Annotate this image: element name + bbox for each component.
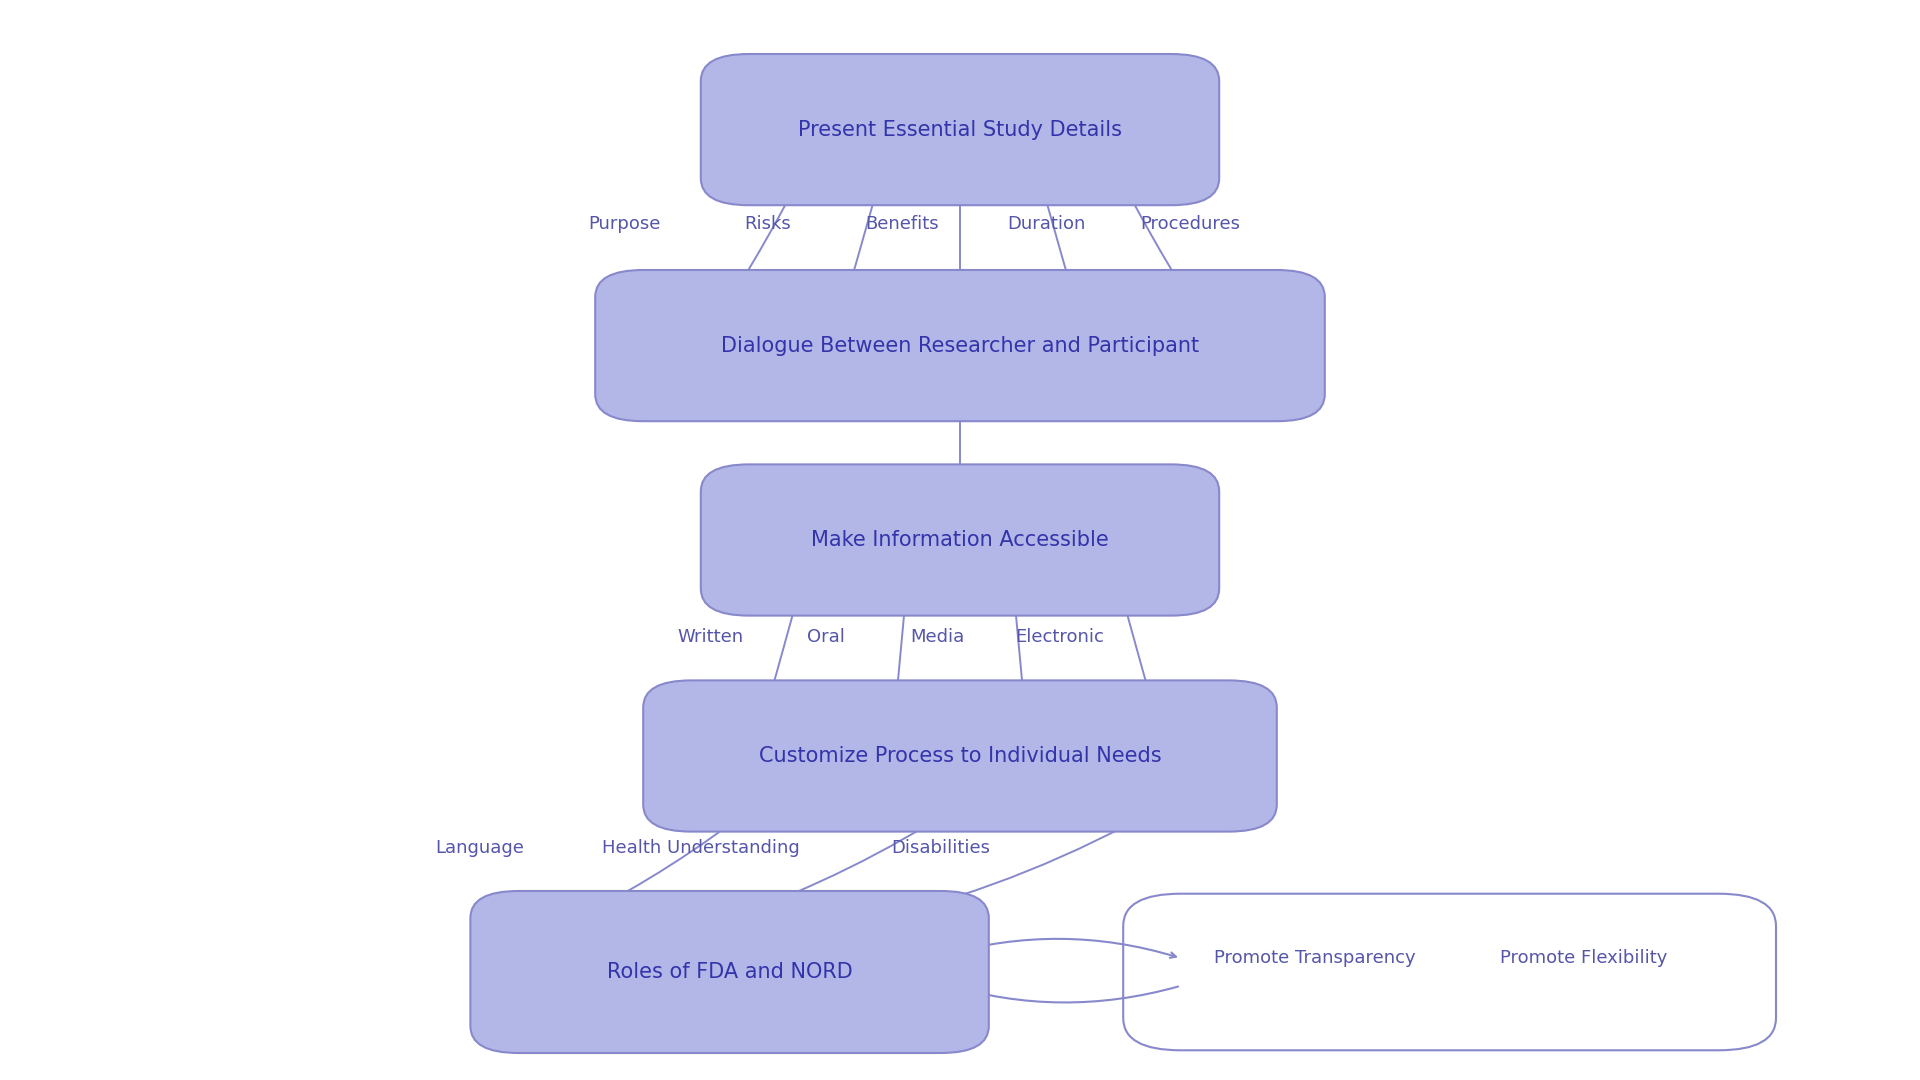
FancyBboxPatch shape	[470, 891, 989, 1053]
FancyBboxPatch shape	[701, 54, 1219, 205]
Text: Duration: Duration	[1008, 215, 1085, 232]
Text: Written: Written	[678, 629, 743, 646]
Text: Electronic: Electronic	[1016, 629, 1104, 646]
Text: Roles of FDA and NORD: Roles of FDA and NORD	[607, 962, 852, 982]
Text: Present Essential Study Details: Present Essential Study Details	[799, 120, 1121, 139]
Text: Make Information Accessible: Make Information Accessible	[810, 530, 1110, 550]
Text: Risks: Risks	[745, 215, 791, 232]
Text: Benefits: Benefits	[866, 215, 939, 232]
Text: Media: Media	[910, 629, 964, 646]
Text: Promote Transparency: Promote Transparency	[1213, 949, 1417, 967]
FancyBboxPatch shape	[643, 680, 1277, 832]
FancyBboxPatch shape	[701, 464, 1219, 616]
Text: Language: Language	[436, 839, 524, 856]
Text: Dialogue Between Researcher and Participant: Dialogue Between Researcher and Particip…	[720, 336, 1200, 355]
Text: Promote Flexibility: Promote Flexibility	[1500, 949, 1668, 967]
Text: Oral: Oral	[806, 629, 845, 646]
Text: Disabilities: Disabilities	[891, 839, 991, 856]
Text: Purpose: Purpose	[588, 215, 660, 232]
Text: Customize Process to Individual Needs: Customize Process to Individual Needs	[758, 746, 1162, 766]
Text: Procedures: Procedures	[1140, 215, 1240, 232]
Text: Health Understanding: Health Understanding	[603, 839, 799, 856]
FancyBboxPatch shape	[595, 270, 1325, 421]
